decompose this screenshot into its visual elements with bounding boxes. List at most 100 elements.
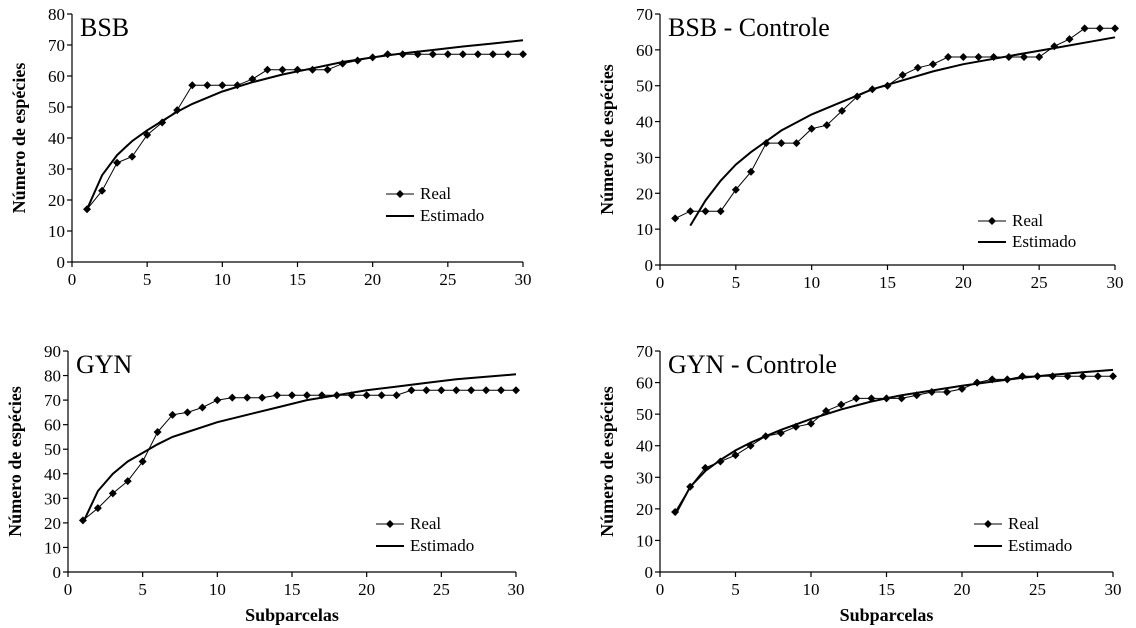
y-axis-label: Número de espécies bbox=[5, 386, 25, 537]
series-real-point bbox=[913, 63, 922, 72]
x-tick-label: 10 bbox=[803, 580, 820, 599]
series-real-point bbox=[503, 50, 512, 59]
y-tick-label: 50 bbox=[636, 77, 653, 96]
legend: Real Estimado bbox=[386, 184, 484, 225]
x-tick-label: 25 bbox=[439, 270, 456, 289]
y-tick-label: 0 bbox=[645, 256, 654, 275]
x-tick-label: 0 bbox=[656, 273, 665, 292]
y-tick-label: 50 bbox=[48, 98, 65, 117]
series-real-point bbox=[153, 428, 162, 437]
series-real-point bbox=[452, 386, 461, 395]
legend-label-real: Real bbox=[420, 184, 451, 203]
legend-real-marker bbox=[984, 520, 992, 528]
x-tick-label: 20 bbox=[364, 270, 381, 289]
y-tick-label: 10 bbox=[636, 531, 653, 550]
series-real-point bbox=[497, 386, 506, 395]
y-tick-label: 50 bbox=[44, 440, 61, 459]
y-tick-label: 0 bbox=[57, 253, 66, 272]
series-real-point bbox=[428, 50, 437, 59]
series-real-point bbox=[213, 396, 222, 405]
series-real-point bbox=[838, 106, 846, 115]
y-tick-label: 0 bbox=[645, 563, 654, 582]
y-tick-label: 10 bbox=[48, 222, 65, 241]
series-real-point bbox=[974, 53, 983, 62]
series-estimado-line bbox=[86, 39, 524, 210]
y-tick-label: 70 bbox=[44, 391, 61, 410]
x-tick-label: 25 bbox=[433, 580, 450, 599]
series-real-point bbox=[1111, 24, 1119, 33]
series-real-point bbox=[473, 50, 482, 59]
x-tick-label: 25 bbox=[1029, 580, 1046, 599]
y-tick-label: 70 bbox=[636, 5, 653, 24]
series-real-point bbox=[362, 391, 371, 400]
series-real-point bbox=[1035, 53, 1044, 62]
series-real-point bbox=[1080, 24, 1089, 33]
series-real-point bbox=[716, 207, 725, 216]
x-tick-label: 10 bbox=[214, 270, 231, 289]
x-tick-label: 15 bbox=[289, 270, 306, 289]
panel-title: GYN - Controle bbox=[668, 350, 837, 379]
x-tick-label: 0 bbox=[64, 580, 73, 599]
legend-real-marker bbox=[396, 190, 404, 198]
series-real-point bbox=[183, 408, 192, 417]
x-tick-label: 30 bbox=[1107, 273, 1124, 292]
x-tick-label: 30 bbox=[508, 580, 525, 599]
panel-title: BSB - Controle bbox=[668, 13, 830, 42]
x-tick-label: 5 bbox=[732, 273, 741, 292]
x-axis-label: Subparcelas bbox=[245, 605, 339, 625]
legend-label-estimado: Estimado bbox=[1012, 232, 1076, 251]
series-real-point bbox=[263, 65, 272, 74]
y-tick-label: 40 bbox=[636, 437, 653, 456]
series-real-point bbox=[942, 388, 951, 397]
series-real-point bbox=[93, 504, 102, 513]
y-tick-label: 10 bbox=[636, 220, 653, 239]
series-real-point bbox=[807, 124, 816, 133]
series-real-point bbox=[203, 81, 212, 90]
series-real-point bbox=[731, 451, 740, 460]
chart-panel-3: 0 10 20 30 40 50 60 70 80 90 0 5 10 15 20 25 30 GYN Número… bbox=[5, 342, 525, 625]
series-real-point bbox=[959, 53, 968, 62]
y-axis-label: Número de espécies bbox=[9, 63, 29, 214]
chart-panel-4: 0 10 20 30 40 50 60 70 0 5 10 15 20 25 30 GYN - Control… bbox=[597, 342, 1122, 625]
series-real-point bbox=[422, 386, 431, 395]
series-real-point bbox=[198, 403, 207, 412]
series-estimado-line bbox=[689, 36, 1116, 227]
legend-real-marker bbox=[988, 217, 996, 225]
series-real-line bbox=[86, 53, 523, 210]
series-real-point bbox=[377, 391, 386, 400]
chart-panel-2: 0 10 20 30 40 50 60 70 0 5 10 15 20 25 30 BSB - Control… bbox=[597, 5, 1124, 292]
x-tick-label: 5 bbox=[731, 580, 740, 599]
series-real-point bbox=[98, 186, 107, 195]
series-real-point bbox=[792, 139, 801, 148]
series-real-point bbox=[218, 81, 227, 90]
series-real-point bbox=[392, 391, 401, 400]
y-tick-label: 60 bbox=[636, 41, 653, 60]
legend-label-real: Real bbox=[1012, 211, 1043, 230]
y-tick-label: 30 bbox=[44, 489, 61, 508]
y-tick-label: 70 bbox=[636, 342, 653, 361]
series-real-line bbox=[82, 389, 516, 521]
series-real-point bbox=[898, 70, 907, 79]
series-real-point bbox=[807, 419, 815, 428]
series-real-point bbox=[228, 393, 237, 402]
y-tick-label: 0 bbox=[53, 563, 62, 582]
x-tick-label: 25 bbox=[1031, 273, 1048, 292]
y-tick-label: 40 bbox=[636, 113, 653, 132]
series-real-point bbox=[777, 139, 786, 148]
x-tick-label: 30 bbox=[1105, 580, 1122, 599]
series-real-point bbox=[747, 167, 755, 176]
x-axis-label: Subparcelas bbox=[840, 605, 934, 625]
legend: Real Estimado bbox=[376, 514, 474, 555]
x-tick-label: 10 bbox=[209, 580, 226, 599]
y-tick-label: 30 bbox=[48, 160, 65, 179]
y-tick-label: 90 bbox=[44, 342, 61, 361]
series-real-point bbox=[323, 65, 332, 74]
y-tick-label: 50 bbox=[636, 405, 653, 424]
y-tick-label: 20 bbox=[48, 191, 65, 210]
legend: Real Estimado bbox=[974, 514, 1072, 555]
series-real-point bbox=[467, 386, 476, 395]
series-real-point bbox=[407, 386, 416, 395]
series-real-point bbox=[488, 50, 497, 59]
series-real-point bbox=[1095, 24, 1104, 33]
